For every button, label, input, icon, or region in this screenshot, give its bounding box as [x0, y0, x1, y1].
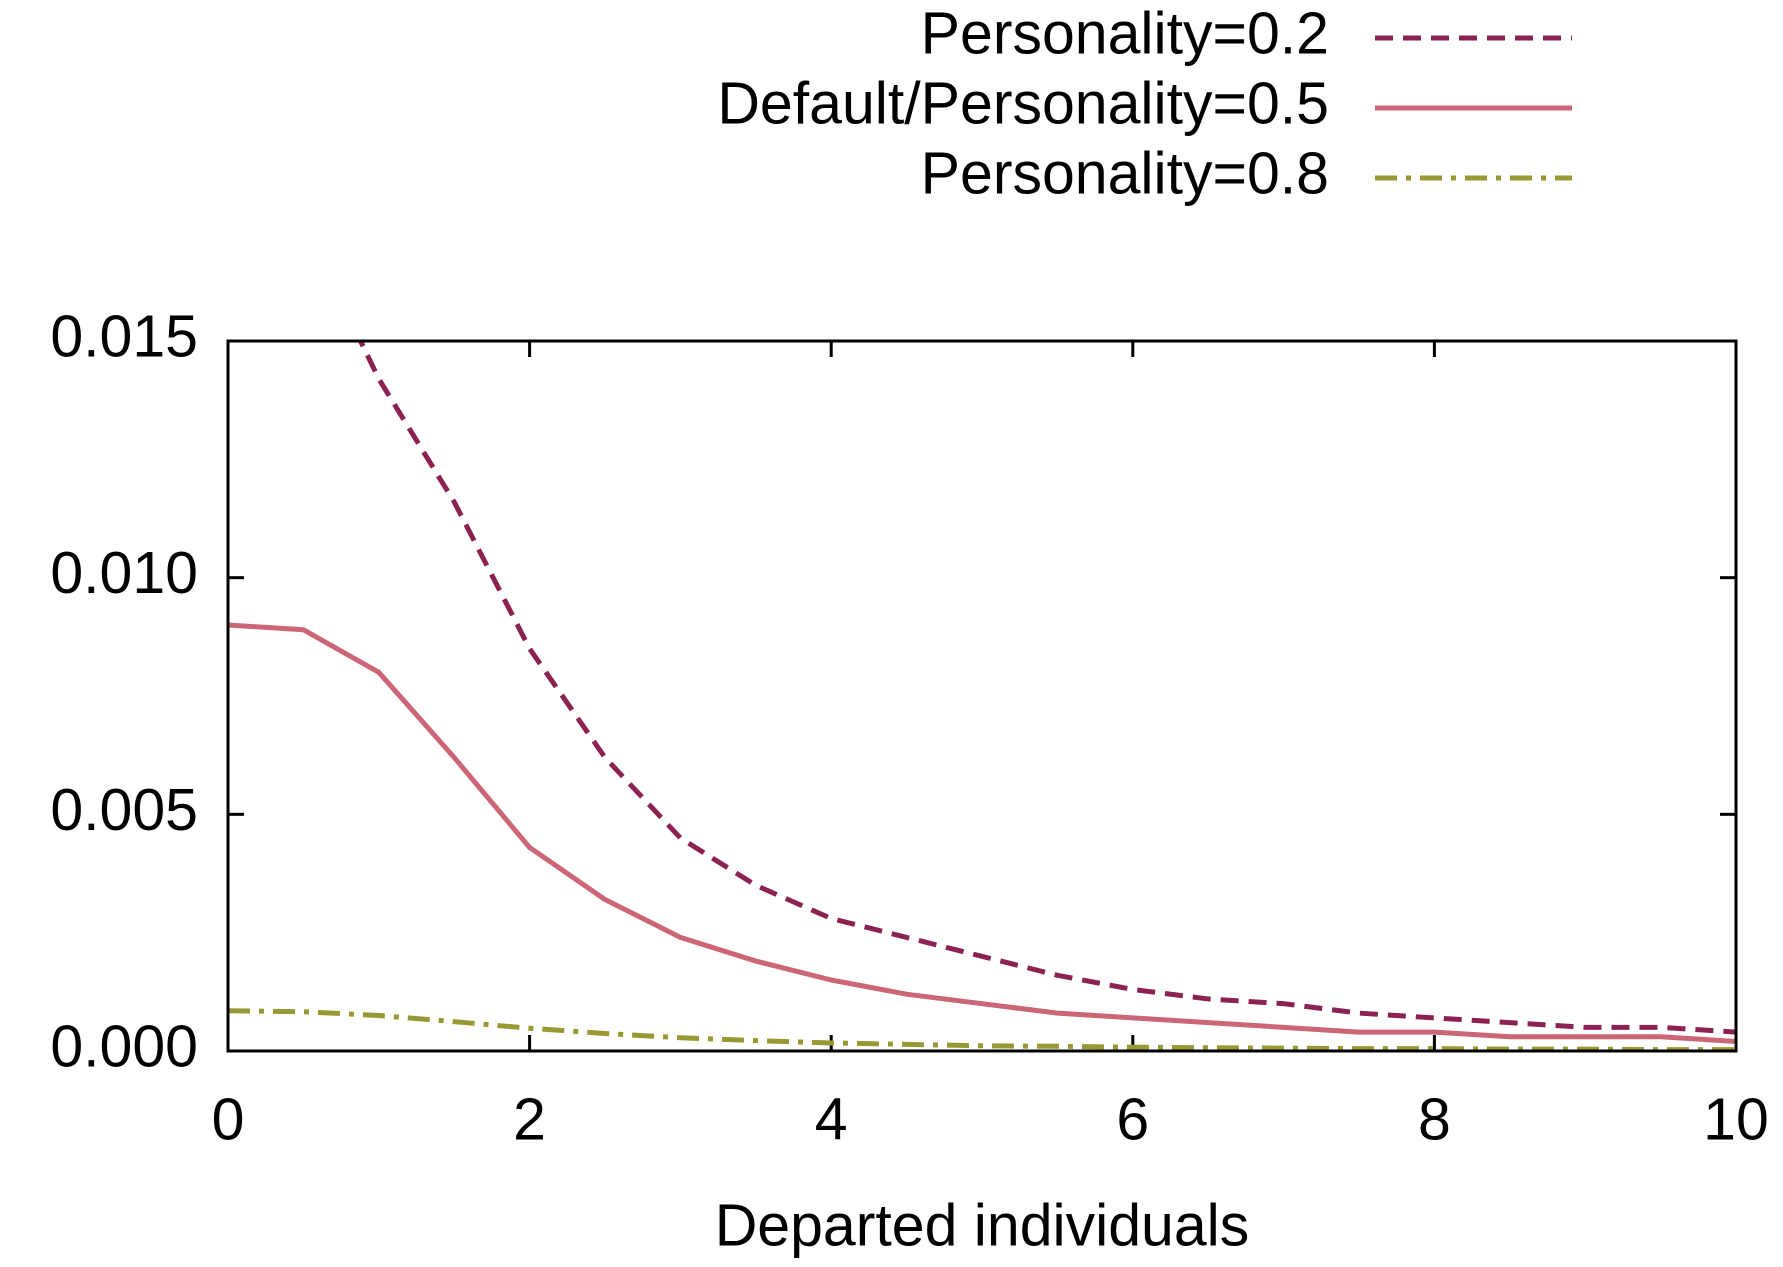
legend-label: Personality=0.8 [921, 141, 1329, 207]
legend-label: Personality=0.2 [921, 1, 1329, 67]
y-tick-label: 0.015 [50, 304, 198, 370]
x-tick-label: 4 [815, 1087, 848, 1153]
x-tick-label: 2 [513, 1087, 546, 1153]
plot-frame [226, 339, 1738, 1053]
x-axis-label: Departed individuals [715, 1193, 1250, 1259]
y-tick-label: 0.010 [50, 540, 198, 606]
x-tick-label: 0 [212, 1087, 245, 1153]
y-tick-label: 0.000 [50, 1014, 198, 1080]
y-tick-label: 0.005 [50, 777, 198, 843]
plot-area [228, 341, 1736, 1051]
series-line [228, 1008, 1736, 1051]
x-tick-label: 10 [1703, 1087, 1769, 1153]
series-line [357, 341, 1736, 1035]
x-tick-label: 8 [1418, 1087, 1451, 1153]
x-tick-label: 6 [1116, 1087, 1149, 1153]
legend-label: Default/Personality=0.5 [717, 71, 1329, 137]
series-line [228, 622, 1736, 1045]
